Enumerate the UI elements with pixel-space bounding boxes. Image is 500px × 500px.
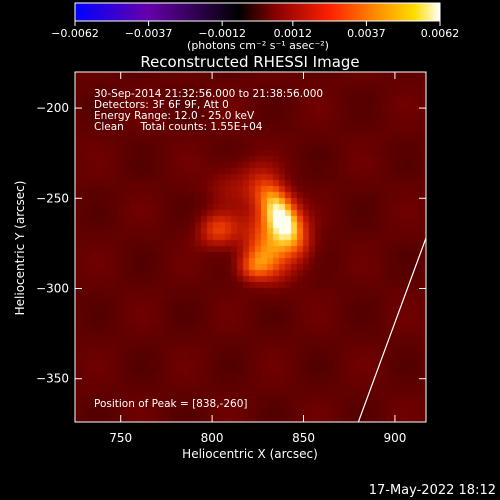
x-tick-label: 800 (201, 431, 224, 445)
colorbar-tick-label: 0.0037 (347, 27, 386, 40)
solar-limb-line (357, 237, 426, 422)
chart-title: Reconstructed RHESSI Image (140, 53, 359, 71)
x-axis-label: Heliocentric X (arcsec) (182, 447, 318, 461)
colorbar-tick-label: −0.0062 (51, 27, 99, 40)
y-axis: −200 −250 −300 −350 (36, 101, 426, 386)
plot-frame (74, 71, 427, 423)
annotation-detectors: Detectors: 3F 6F 9F, Att 0 (94, 99, 229, 111)
colorbar-tick-label: −0.0037 (125, 27, 173, 40)
y-axis-label: Heliocentric Y (arcsec) (13, 181, 27, 316)
y-tick-label: −250 (36, 191, 69, 205)
plot-area (75, 72, 426, 422)
colorbar-tick-label: −0.0012 (198, 27, 246, 40)
y-tick-label: −300 (36, 281, 69, 295)
x-tick-label: 850 (292, 431, 315, 445)
colorbar-ticks: −0.0062 −0.0037 −0.0012 0.0012 0.0037 0.0062 (51, 21, 459, 40)
annotation-counts: Clean Total counts: 1.55E+04 (94, 121, 263, 133)
colorbar (74, 2, 441, 22)
y-tick-label: −200 (36, 101, 69, 115)
annotation-energy: Energy Range: 12.0 - 25.0 keV (94, 110, 255, 122)
x-tick-label: 750 (109, 431, 132, 445)
y-tick-label: −350 (36, 372, 69, 386)
colorbar-tick-label: 0.0012 (274, 27, 313, 40)
timestamp: 17-May-2022 18:12 (369, 483, 496, 498)
annotation-block: 30-Sep-2014 21:32:56.000 to 21:38:56.000… (94, 88, 323, 133)
annotation-time: 30-Sep-2014 21:32:56.000 to 21:38:56.000 (94, 88, 323, 100)
x-axis: 750 800 850 900 (109, 72, 406, 445)
colorbar-units: (photons cm⁻² s⁻¹ asec⁻²) (187, 39, 329, 52)
peak-position: Position of Peak = [838,-260] (94, 398, 248, 410)
colorbar-tick-label: 0.0062 (421, 27, 460, 40)
x-tick-label: 900 (383, 431, 406, 445)
